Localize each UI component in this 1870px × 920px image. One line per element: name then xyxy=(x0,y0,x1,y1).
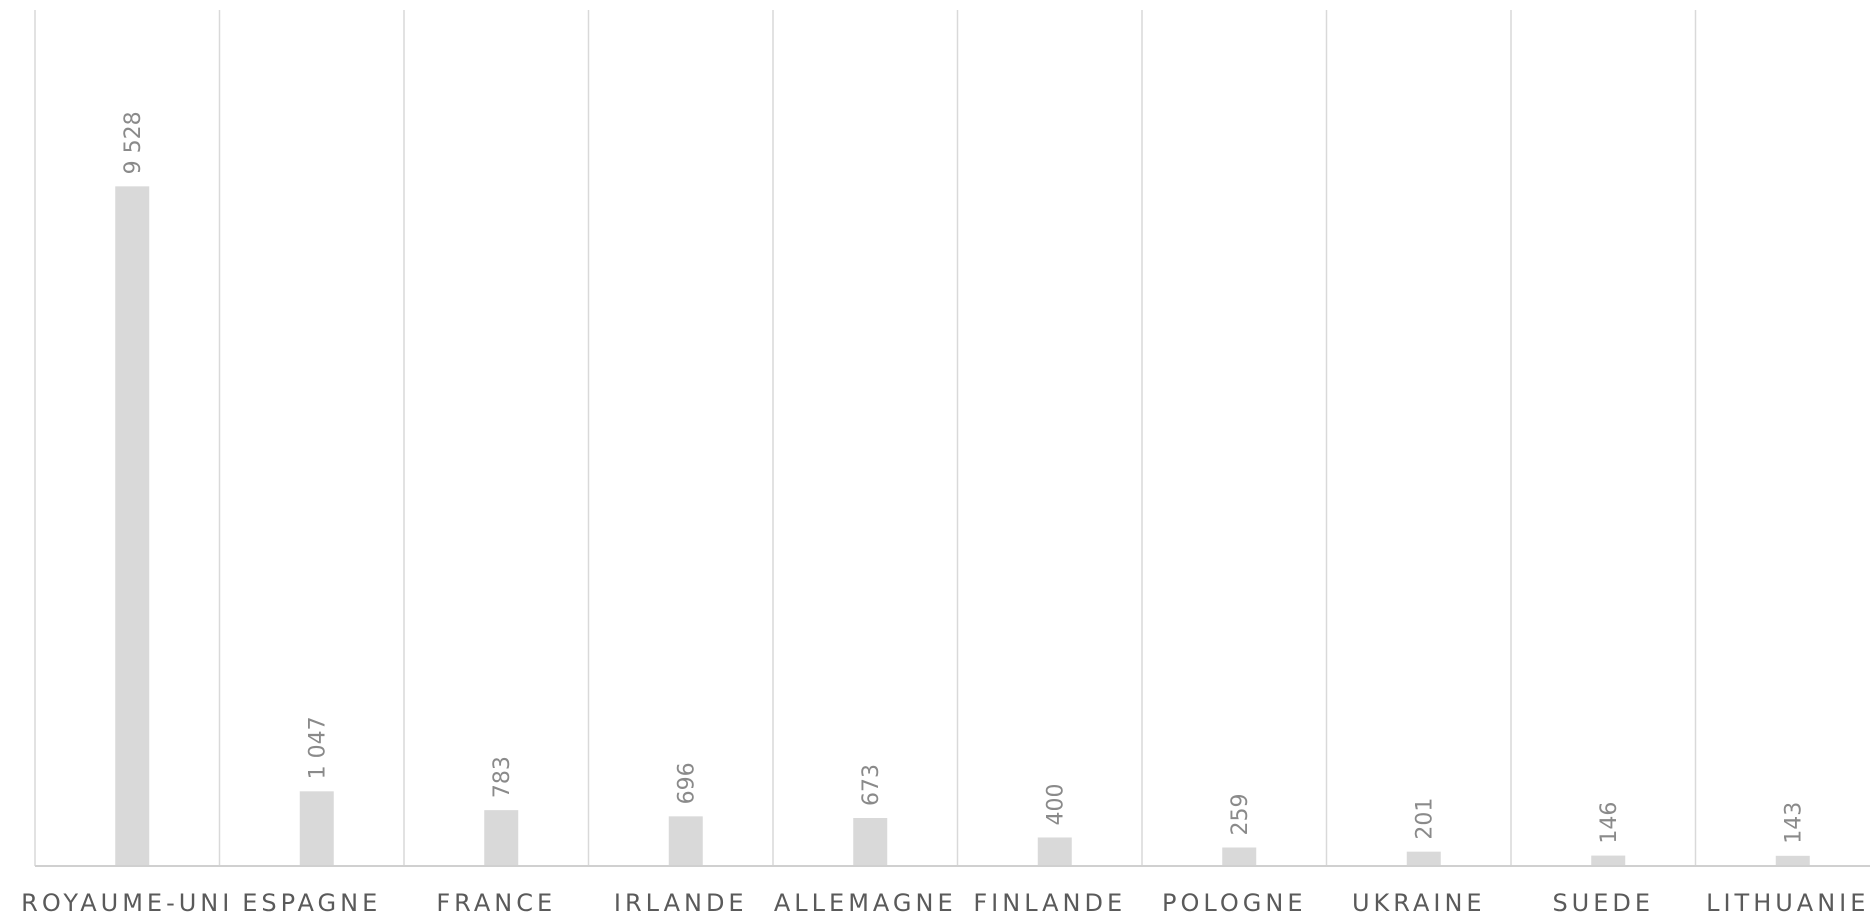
bar-france xyxy=(484,810,519,866)
value-label: 201 xyxy=(1413,798,1438,840)
bar-irlande xyxy=(668,816,703,866)
category-label: SUEDE xyxy=(1552,889,1654,915)
category-label: UKRAINE xyxy=(1352,889,1486,915)
value-label: 146 xyxy=(1597,802,1622,844)
value-label: 143 xyxy=(1782,802,1807,844)
bar-lithuanie xyxy=(1775,855,1810,866)
category-label: FRANCE xyxy=(436,889,556,915)
value-label: 1 047 xyxy=(306,716,331,779)
value-label: 696 xyxy=(675,762,700,804)
category-label: ALLEMAGNE xyxy=(774,889,957,915)
category-label: FINLANDE xyxy=(973,889,1126,915)
category-label: IRLANDE xyxy=(614,889,748,915)
value-label: 9 528 xyxy=(121,111,146,174)
bar-royaume-uni xyxy=(115,186,150,866)
category-labels: ROYAUME-UNI ESPAGNE FRANCE IRLANDE ALLEMAGNE… xyxy=(21,889,1869,917)
bar-espagne xyxy=(299,791,334,866)
bar-finlande xyxy=(1037,837,1072,866)
bar-suede xyxy=(1591,855,1626,866)
value-labels: 9 528 1 047 783 696 673 400 259 201 146 143 xyxy=(121,111,1807,843)
category-label: LITHUANIE xyxy=(1706,889,1869,915)
category-label: ROYAUME-UNI xyxy=(21,889,233,915)
value-label: 783 xyxy=(490,756,515,798)
value-label: 673 xyxy=(859,764,884,806)
bar-pologne xyxy=(1222,847,1257,866)
bars xyxy=(115,186,1810,866)
bar-ukraine xyxy=(1406,851,1441,866)
category-label: POLOGNE xyxy=(1162,889,1306,915)
value-label: 400 xyxy=(1044,783,1069,825)
bar-allemagne xyxy=(853,817,888,866)
category-label: ESPAGNE xyxy=(242,889,381,915)
grid-lines xyxy=(34,10,1697,866)
value-label: 259 xyxy=(1228,794,1253,836)
